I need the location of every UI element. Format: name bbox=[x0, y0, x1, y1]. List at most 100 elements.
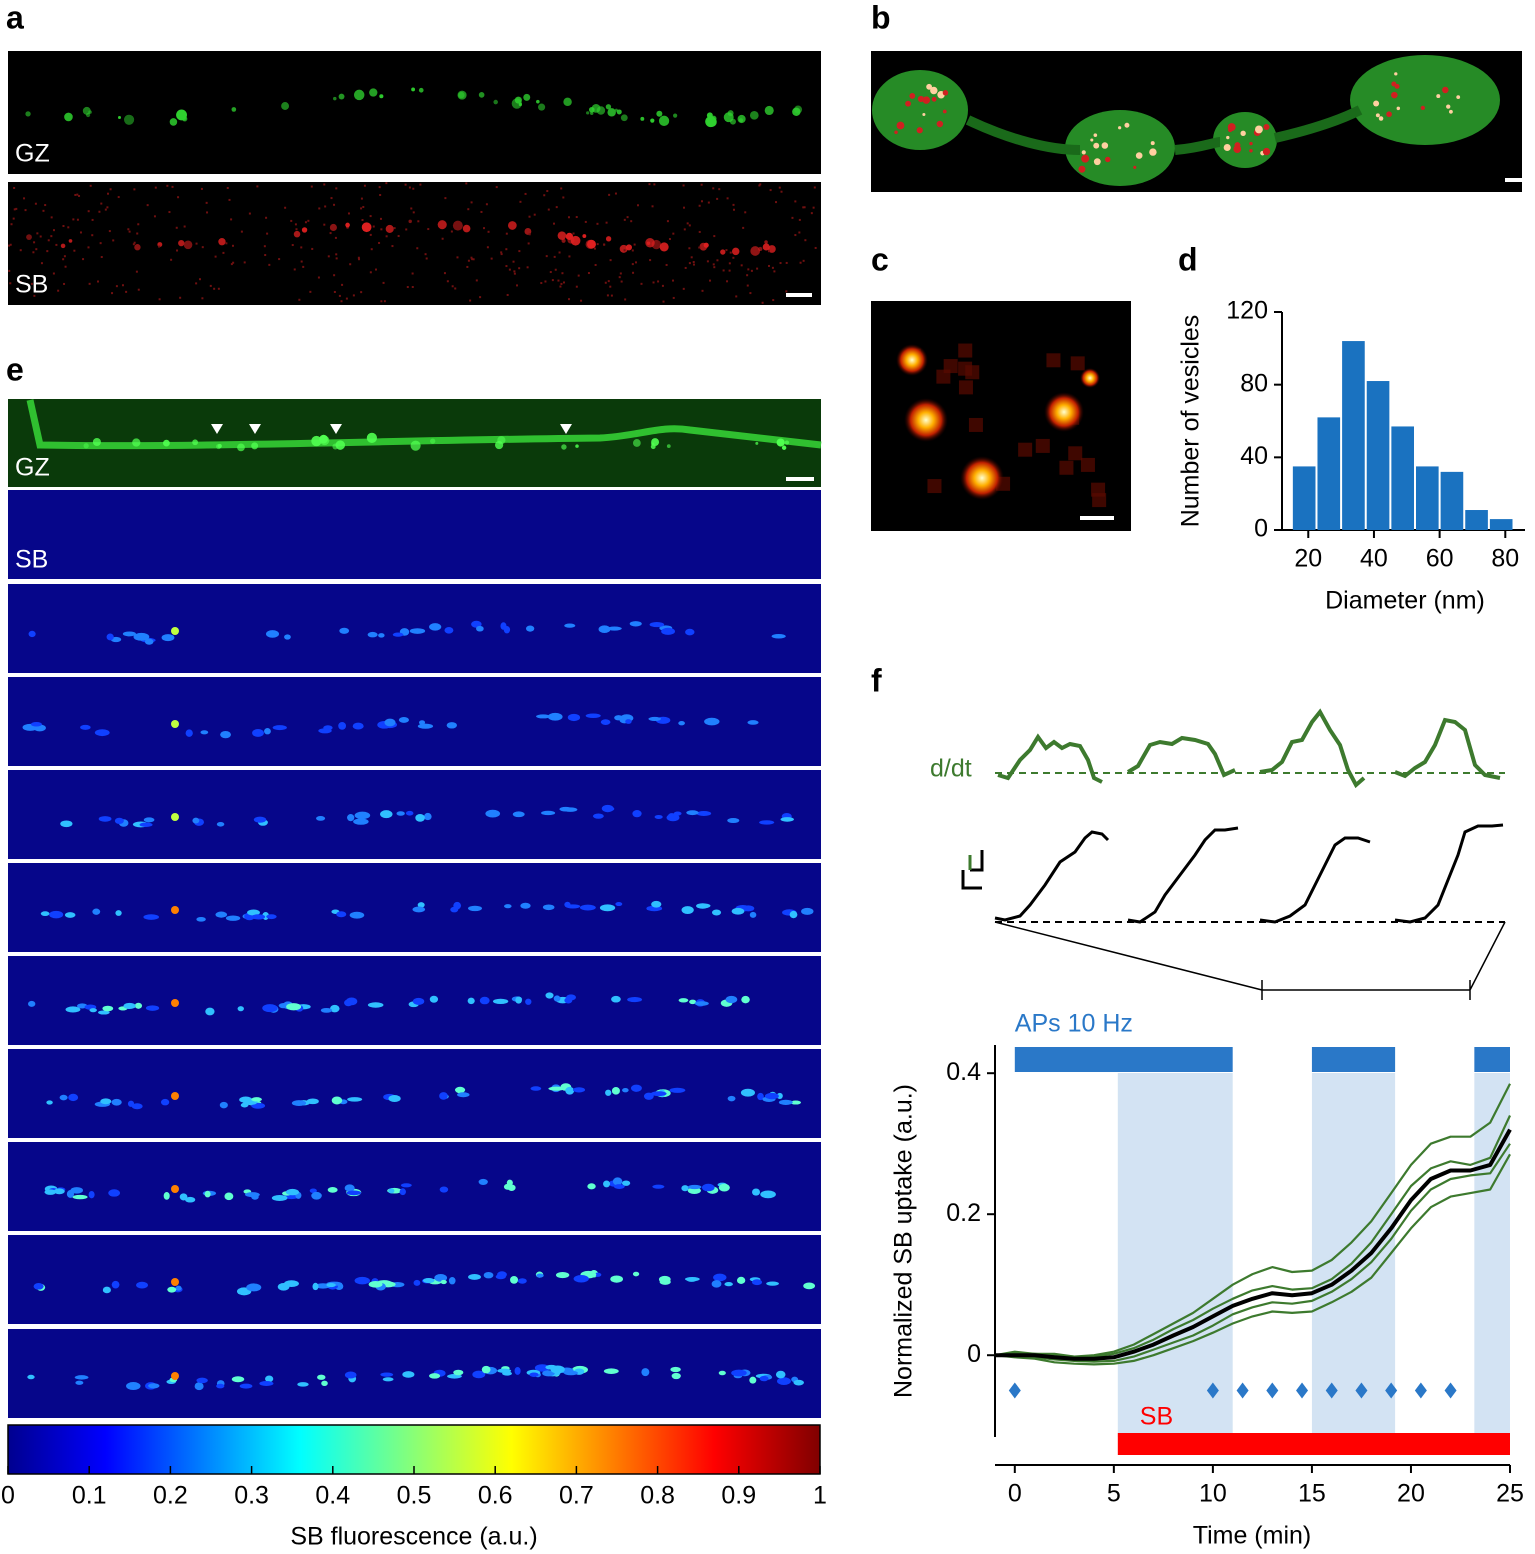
puncta bbox=[353, 89, 365, 101]
noise bbox=[175, 226, 178, 229]
noise bbox=[785, 261, 788, 264]
fluor-spot bbox=[428, 1373, 441, 1379]
noise bbox=[363, 184, 366, 187]
blob bbox=[958, 380, 973, 395]
noise bbox=[360, 197, 363, 200]
fluor-spot bbox=[97, 1010, 110, 1015]
arrowhead bbox=[249, 424, 261, 434]
fluor-spot bbox=[259, 1380, 274, 1386]
noise bbox=[333, 290, 336, 293]
blob bbox=[1091, 482, 1106, 497]
fluor-spot bbox=[284, 634, 291, 640]
fluor-spot bbox=[40, 911, 50, 917]
scale-bar bbox=[786, 293, 812, 297]
noise bbox=[814, 246, 817, 249]
noise bbox=[649, 259, 652, 262]
noise bbox=[441, 237, 444, 240]
noise bbox=[248, 212, 251, 215]
noise bbox=[171, 185, 174, 188]
noise bbox=[23, 197, 26, 200]
noise bbox=[666, 220, 669, 223]
fluor-spot bbox=[49, 910, 64, 919]
noise bbox=[450, 230, 453, 233]
noise bbox=[378, 186, 381, 189]
noise bbox=[518, 267, 521, 270]
fluor-spot bbox=[28, 630, 36, 638]
puncta bbox=[181, 115, 187, 121]
puncta bbox=[750, 246, 761, 256]
hot-spot bbox=[171, 1278, 179, 1286]
fluor-spot bbox=[316, 816, 326, 821]
image-label: GZ bbox=[15, 454, 50, 482]
noise bbox=[810, 212, 813, 215]
colorbar-tick-label: 1 bbox=[813, 1482, 827, 1510]
noise bbox=[47, 239, 50, 242]
fluor-spot bbox=[659, 1279, 671, 1285]
panel-label: b bbox=[871, 0, 891, 35]
x-tick-label: 60 bbox=[1426, 545, 1454, 573]
noise bbox=[195, 242, 198, 245]
fluor-spot bbox=[613, 1184, 625, 1189]
noise bbox=[100, 202, 103, 205]
noise bbox=[24, 209, 27, 212]
vesicle bbox=[1101, 142, 1109, 149]
y-tick-label: 80 bbox=[1240, 369, 1268, 397]
fluor-spot bbox=[742, 905, 755, 912]
stimulus-marker bbox=[1008, 1382, 1021, 1399]
fluor-spot bbox=[327, 1187, 338, 1193]
noise bbox=[587, 272, 590, 275]
vesicle bbox=[909, 92, 916, 99]
noise bbox=[803, 206, 806, 209]
fluor-spot bbox=[625, 719, 632, 724]
scale-bar bbox=[786, 477, 814, 481]
fluor-spot bbox=[517, 1278, 527, 1284]
noise bbox=[117, 196, 120, 199]
fluor-spot bbox=[367, 1002, 384, 1008]
noise bbox=[293, 268, 296, 271]
fluor-spot bbox=[801, 907, 814, 915]
noise bbox=[572, 232, 575, 235]
noise bbox=[698, 204, 701, 207]
noise bbox=[500, 253, 503, 256]
noise bbox=[684, 266, 687, 269]
micrograph bbox=[8, 490, 821, 579]
fluor-spot bbox=[251, 1097, 262, 1102]
noise bbox=[798, 218, 801, 221]
noise bbox=[728, 262, 731, 265]
noise bbox=[513, 270, 516, 273]
fluor-spot bbox=[380, 810, 393, 819]
fluor-spot bbox=[547, 712, 563, 721]
fluor-spot bbox=[216, 1383, 225, 1389]
noise bbox=[688, 224, 691, 227]
fluor-spot bbox=[136, 1281, 148, 1289]
fluor-spot bbox=[115, 910, 122, 916]
puncta bbox=[369, 88, 378, 97]
noise bbox=[618, 276, 621, 279]
noise bbox=[668, 238, 671, 241]
noise bbox=[213, 287, 216, 290]
noise bbox=[370, 248, 373, 251]
noise bbox=[756, 267, 759, 270]
hot-spot bbox=[171, 1372, 179, 1380]
puncta bbox=[333, 96, 337, 101]
vesicle bbox=[930, 86, 938, 95]
fluor-spot bbox=[349, 911, 365, 919]
x-tick-label: 5 bbox=[1107, 1480, 1121, 1508]
bar bbox=[1440, 471, 1464, 530]
noise bbox=[284, 206, 287, 209]
noise bbox=[405, 228, 408, 231]
x-tick-label: 15 bbox=[1298, 1480, 1326, 1508]
noise bbox=[568, 298, 571, 301]
noise bbox=[554, 268, 557, 271]
noise bbox=[362, 205, 365, 208]
fluor-spot bbox=[264, 728, 271, 735]
fluor-spot bbox=[167, 1286, 177, 1293]
puncta bbox=[720, 249, 726, 255]
noise bbox=[340, 300, 343, 303]
noise bbox=[690, 256, 693, 259]
fluor-spot bbox=[291, 1100, 307, 1107]
noise bbox=[567, 216, 570, 219]
puncta bbox=[620, 114, 628, 122]
fluor-spot bbox=[122, 631, 136, 637]
noise bbox=[133, 241, 136, 244]
